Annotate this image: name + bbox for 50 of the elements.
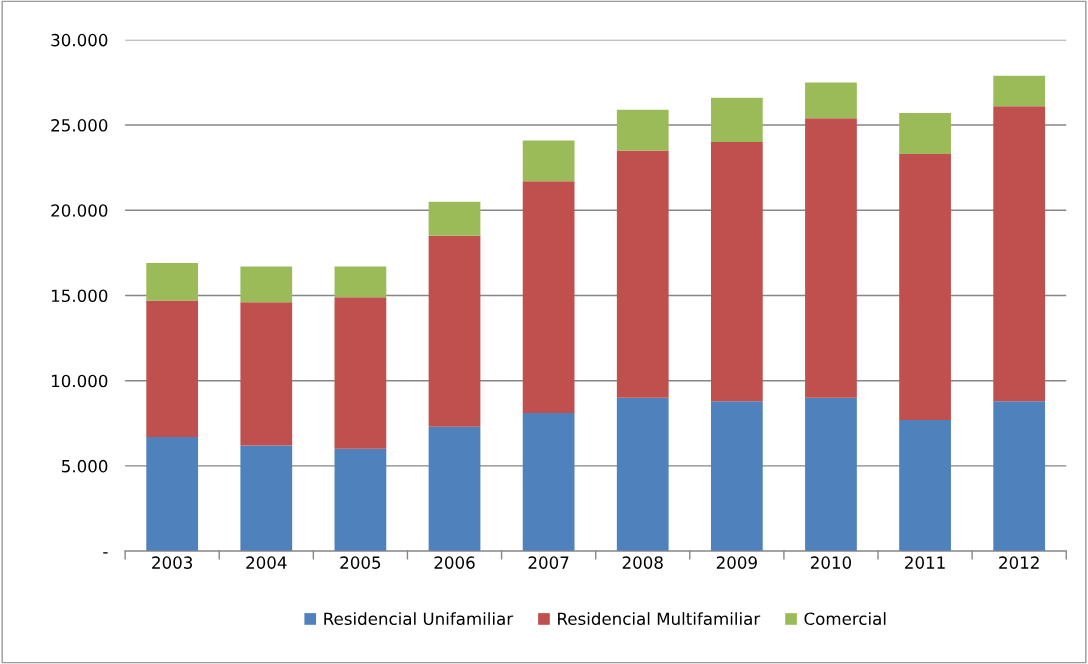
x-tick-label: 2009	[716, 556, 757, 569]
bar	[240, 445, 293, 552]
bar	[993, 401, 1046, 552]
bar	[428, 426, 481, 552]
legend-label: Comercial	[804, 612, 886, 626]
y-tick-label: 15.000	[51, 289, 108, 303]
x-tick-label: 2004	[246, 556, 287, 569]
bar	[899, 113, 951, 155]
bar	[616, 150, 669, 398]
x-tick-label: 2008	[622, 556, 663, 569]
bar	[428, 201, 481, 236]
y-tick-label: 20.000	[51, 204, 108, 217]
bar	[805, 82, 857, 119]
bar	[334, 297, 387, 449]
bar	[710, 142, 763, 402]
bar	[146, 300, 199, 437]
bar	[616, 109, 669, 151]
legend-label: Residencial Unifamiliar	[324, 612, 514, 626]
x-tick-label: 2003	[152, 556, 193, 569]
bar	[522, 413, 575, 552]
x-tick-label: 2005	[340, 556, 381, 569]
bar	[428, 235, 481, 427]
x-tick-label: 2011	[905, 556, 945, 569]
bar	[616, 397, 669, 552]
y-tick-label: 10.000	[51, 374, 108, 388]
x-tick-label: 2010	[810, 556, 852, 569]
bar	[993, 106, 1046, 402]
legend-label: Residencial Multifamiliar	[558, 612, 761, 626]
bar	[146, 263, 199, 301]
bar	[334, 266, 387, 298]
bar	[899, 154, 951, 420]
y-tick-label: 25.000	[51, 119, 108, 132]
y-tick-label: 30.000	[51, 33, 108, 47]
bar	[522, 140, 575, 182]
bar	[710, 97, 763, 143]
bar	[146, 436, 199, 552]
bar	[240, 302, 293, 446]
bar	[805, 118, 857, 398]
bar	[993, 75, 1046, 107]
bar	[522, 181, 575, 414]
bar	[334, 448, 387, 552]
bar	[710, 401, 763, 552]
y-tick-label: 5.000	[62, 459, 108, 473]
bar	[240, 266, 293, 303]
bar	[899, 419, 951, 552]
x-tick-label: 2007	[528, 556, 569, 569]
bar	[805, 397, 857, 552]
x-tick-label: 2006	[434, 556, 475, 569]
y-tick-label: -	[103, 552, 108, 554]
x-tick-label: 2012	[999, 556, 1039, 569]
